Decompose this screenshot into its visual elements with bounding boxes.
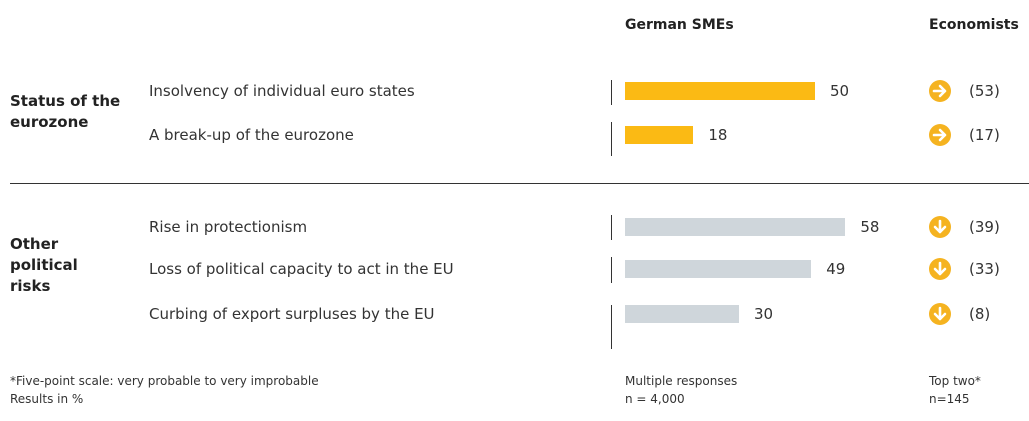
footnote: Top two* bbox=[929, 374, 981, 388]
bar bbox=[625, 82, 815, 100]
group-label: Other political risks bbox=[10, 235, 78, 295]
bar bbox=[625, 126, 694, 144]
economists-value: (39) bbox=[969, 218, 1000, 236]
arrow-icon bbox=[929, 80, 951, 102]
column-header: German SMEs bbox=[625, 17, 734, 33]
row-tick bbox=[611, 257, 612, 283]
row-tick bbox=[611, 215, 612, 240]
arrow-icon bbox=[929, 258, 951, 280]
economists-value: (8) bbox=[969, 305, 991, 323]
row-tick bbox=[611, 305, 612, 349]
bar bbox=[625, 218, 846, 236]
row-tick bbox=[611, 122, 612, 156]
value-label: 30 bbox=[754, 305, 774, 323]
footnote: n=145 bbox=[929, 392, 970, 406]
category-label: A break-up of the eurozone bbox=[149, 126, 354, 144]
economists-value: (53) bbox=[969, 82, 1000, 100]
bar bbox=[625, 260, 812, 278]
arrow-icon bbox=[929, 303, 951, 325]
economists-value: (17) bbox=[969, 126, 1000, 144]
category-label: Rise in protectionism bbox=[149, 218, 308, 236]
value-label: 18 bbox=[708, 126, 728, 144]
value-label: 50 bbox=[830, 82, 850, 100]
category-label: Insolvency of individual euro states bbox=[149, 82, 415, 100]
group-label: Status of the eurozone bbox=[10, 92, 121, 131]
column-header: Economists bbox=[929, 17, 1019, 33]
row-tick bbox=[611, 80, 612, 105]
bar bbox=[625, 305, 739, 323]
category-label: Loss of political capacity to act in the… bbox=[149, 260, 454, 278]
footnote: Multiple responses bbox=[625, 374, 738, 388]
value-label: 49 bbox=[826, 260, 846, 278]
divider bbox=[10, 183, 1029, 184]
footnote: Results in % bbox=[10, 392, 84, 406]
category-label: Curbing of export surpluses by the EU bbox=[149, 305, 435, 323]
footnote: n = 4,000 bbox=[625, 392, 685, 406]
footnote: *Five-point scale: very probable to very… bbox=[10, 374, 319, 388]
arrow-icon bbox=[929, 124, 951, 146]
economists-value: (33) bbox=[969, 260, 1000, 278]
arrow-icon bbox=[929, 216, 951, 238]
value-label: 58 bbox=[860, 218, 880, 236]
